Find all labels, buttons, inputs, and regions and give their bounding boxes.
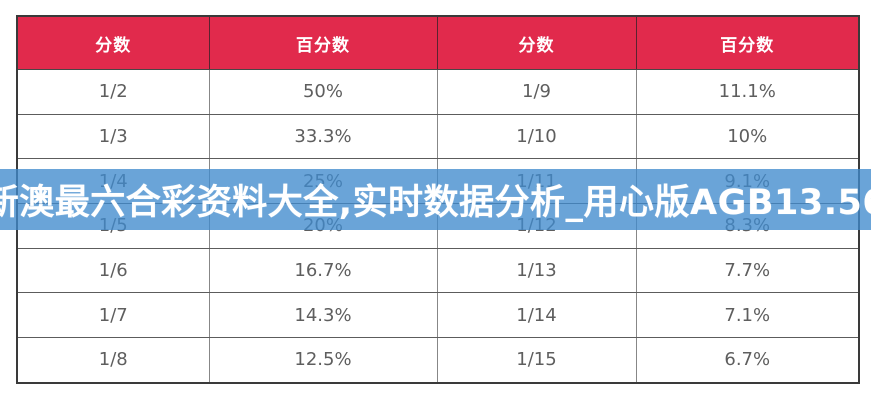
fraction-cell: 1/7 bbox=[16, 292, 210, 338]
percent-cell: 50% bbox=[208, 69, 438, 115]
column-header-fraction-right: 分数 bbox=[436, 15, 637, 70]
percent-cell: 11.1% bbox=[635, 69, 860, 115]
percent-cell: 12.5% bbox=[208, 336, 438, 384]
percent-cell: 6.7% bbox=[635, 336, 860, 384]
table-row: 1/8 12.5% 1/15 6.7% bbox=[16, 336, 860, 384]
column-header-percentage-right: 百分数 bbox=[635, 15, 860, 70]
table-row: 1/3 33.3% 1/10 10% bbox=[16, 113, 860, 160]
promo-banner-text: 新澳最六合彩资料大全,实时数据分析_用心版AGB13.56 bbox=[0, 183, 871, 223]
fraction-cell: 1/13 bbox=[436, 247, 637, 294]
fraction-cell: 1/2 bbox=[16, 69, 210, 115]
fraction-cell: 1/6 bbox=[16, 247, 210, 294]
fraction-cell: 1/14 bbox=[436, 292, 637, 338]
column-header-fraction-left: 分数 bbox=[16, 15, 210, 70]
fraction-cell: 1/15 bbox=[436, 336, 637, 384]
percent-cell: 10% bbox=[635, 113, 860, 160]
table-row: 1/6 16.7% 1/13 7.7% bbox=[16, 247, 860, 294]
fraction-cell: 1/9 bbox=[436, 69, 637, 115]
percent-cell: 16.7% bbox=[208, 247, 438, 294]
table-row: 1/2 50% 1/9 11.1% bbox=[16, 69, 860, 115]
percent-cell: 33.3% bbox=[208, 113, 438, 160]
column-header-percentage-left: 百分数 bbox=[208, 15, 438, 70]
percent-cell: 7.1% bbox=[635, 292, 860, 338]
promo-banner[interactable]: 新澳最六合彩资料大全,实时数据分析_用心版AGB13.56 bbox=[0, 169, 871, 230]
fraction-cell: 1/10 bbox=[436, 113, 637, 160]
percent-cell: 7.7% bbox=[635, 247, 860, 294]
table-row: 1/7 14.3% 1/14 7.1% bbox=[16, 292, 860, 338]
table-header-row: 分数 百分数 分数 百分数 bbox=[16, 15, 860, 70]
fraction-cell: 1/3 bbox=[16, 113, 210, 160]
percent-cell: 14.3% bbox=[208, 292, 438, 338]
fraction-cell: 1/8 bbox=[16, 336, 210, 384]
